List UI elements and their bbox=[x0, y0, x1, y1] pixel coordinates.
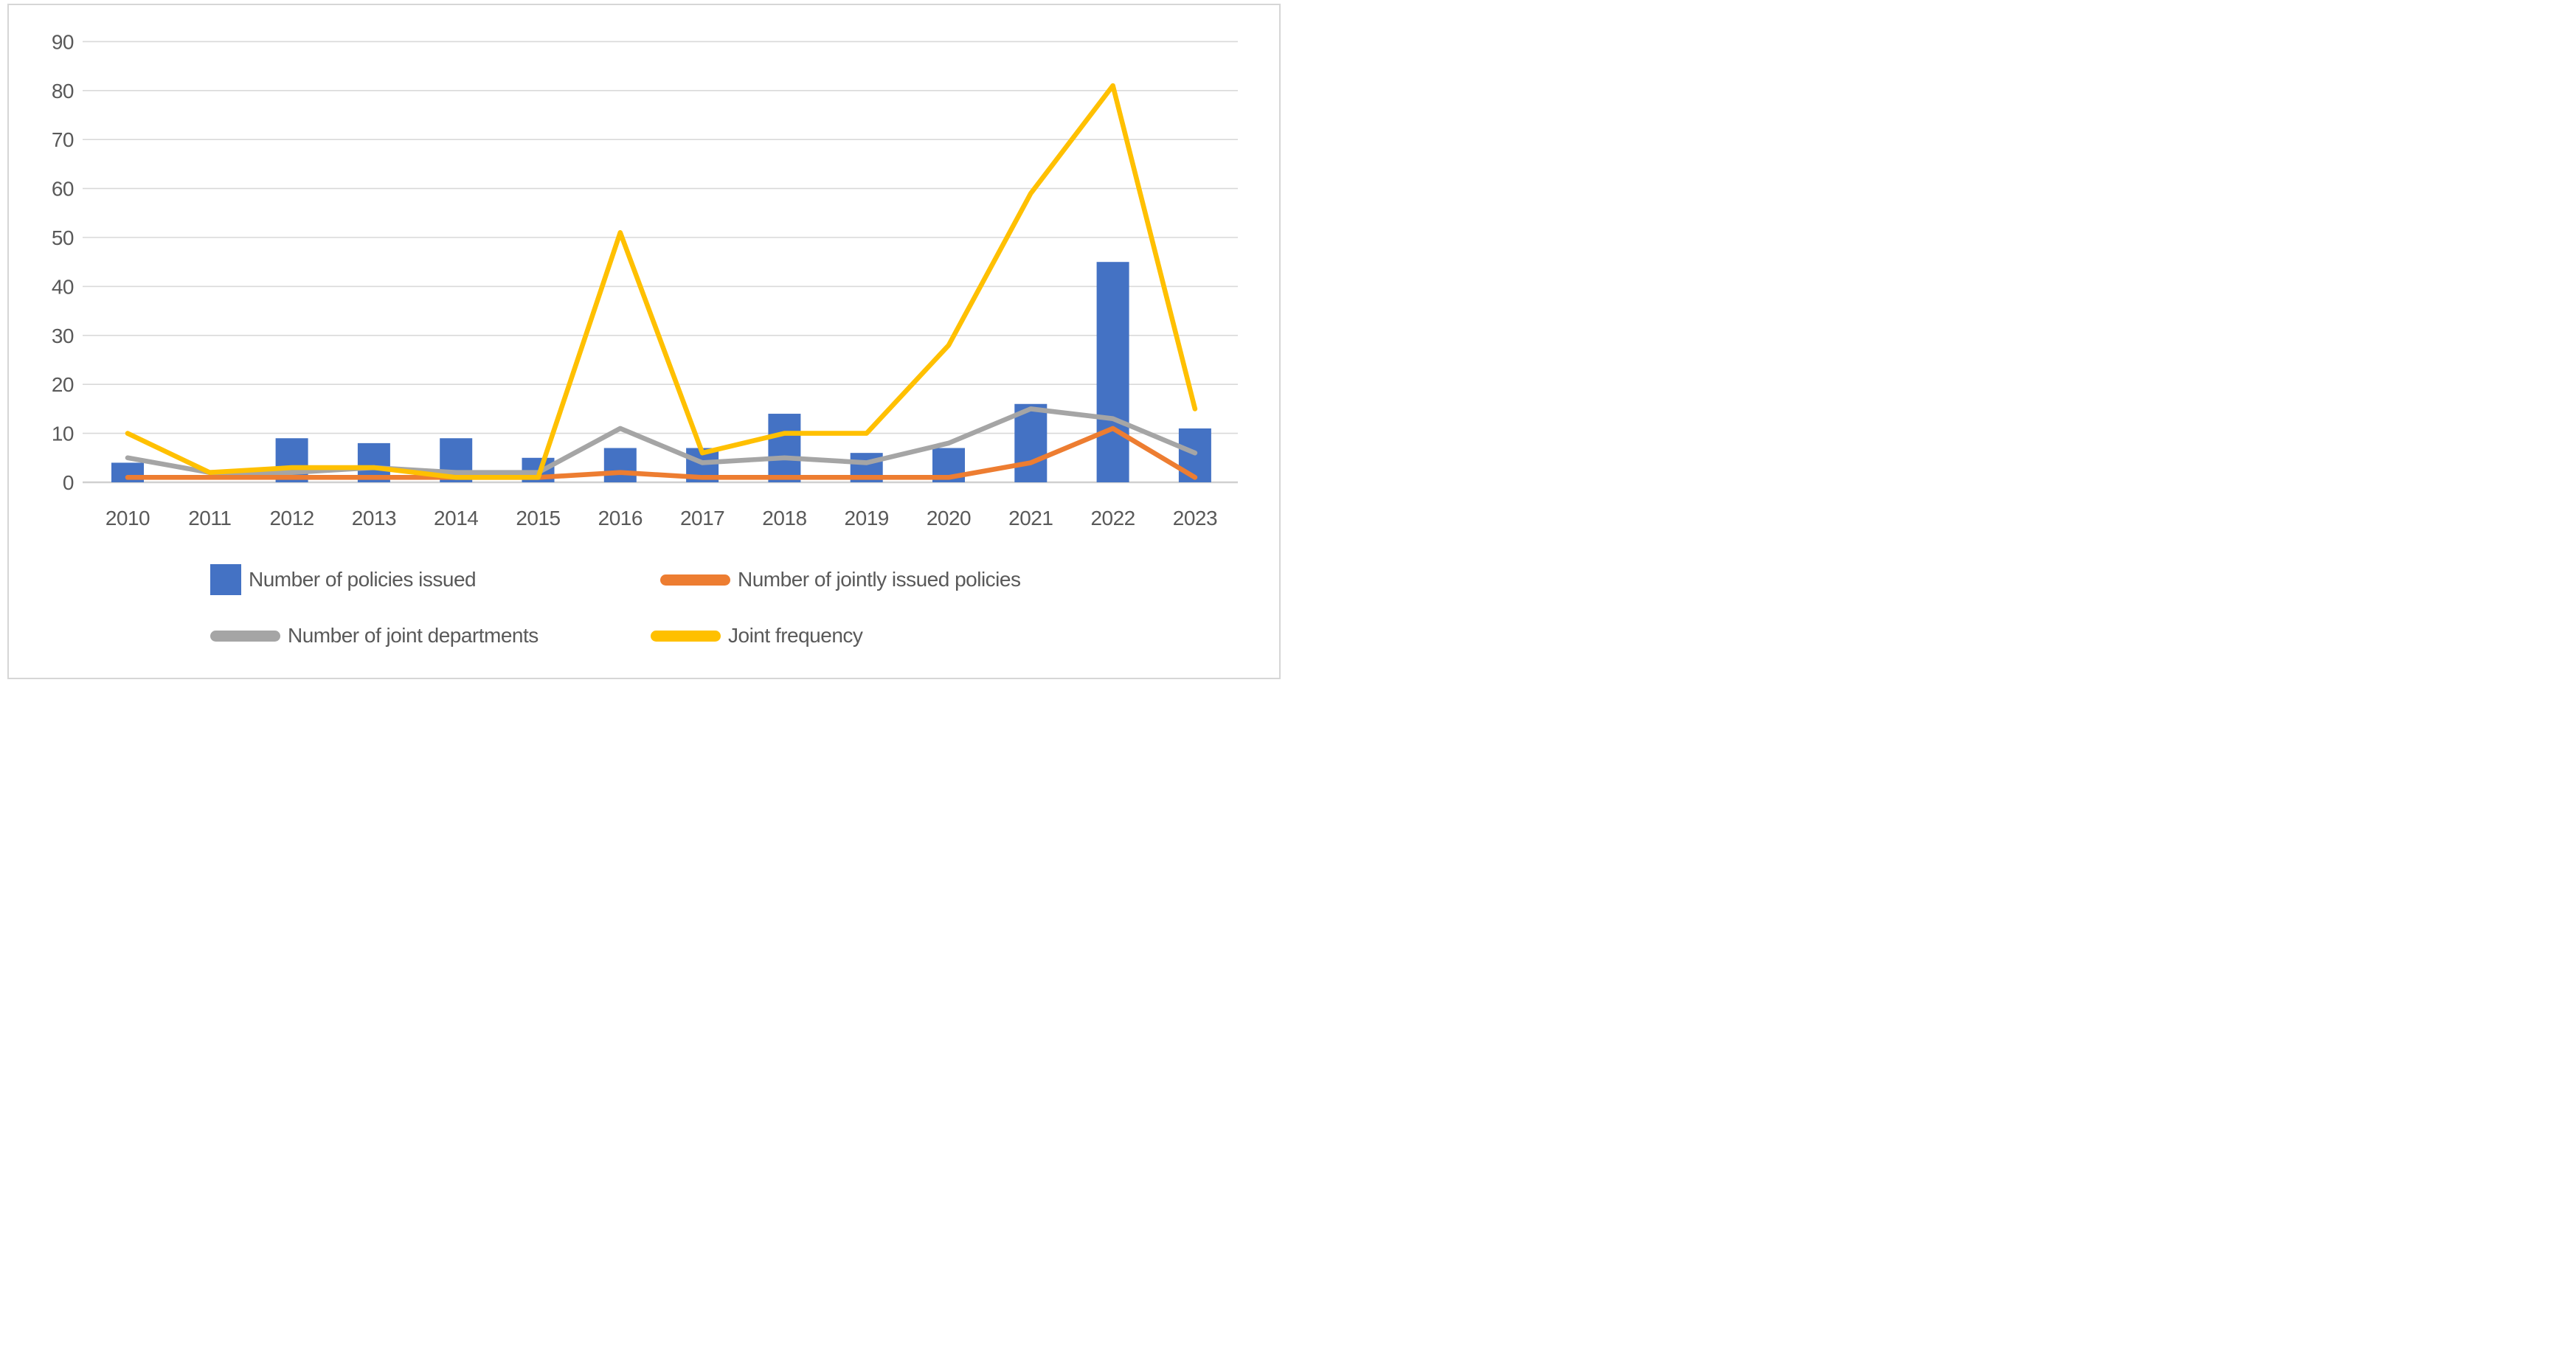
x-tick-label-2018: 2018 bbox=[762, 507, 806, 530]
y-tick-label-20: 20 bbox=[52, 373, 74, 396]
x-tick-label-2021: 2021 bbox=[1008, 507, 1053, 530]
legend-swatch-bar-blue bbox=[210, 564, 241, 595]
y-tick-label-30: 30 bbox=[52, 324, 74, 347]
legend-swatch-line-gray bbox=[210, 630, 280, 642]
legend-label: Number of policies issued bbox=[249, 568, 477, 591]
y-tick-label-60: 60 bbox=[52, 178, 74, 201]
y-tick-label-80: 80 bbox=[52, 80, 74, 103]
x-tick-label-2019: 2019 bbox=[845, 507, 889, 530]
combo-chart-figure: 0 10 20 30 40 50 60 70 80 90 2010 2011 2012 2013 2014 2… bbox=[0, 0, 1288, 684]
line-series-number-of-joint-departments bbox=[125, 406, 1198, 476]
legend-swatch-line-yellow bbox=[651, 630, 721, 642]
y-tick-label-70: 70 bbox=[52, 128, 74, 151]
y-tick-label-10: 10 bbox=[52, 423, 74, 445]
x-tick-label-2010: 2010 bbox=[105, 507, 150, 530]
line-series-number-of-jointly-issued-policies bbox=[125, 426, 1198, 480]
y-tick-label-90: 90 bbox=[52, 30, 74, 53]
legend-item-joint-frequency: Joint frequency bbox=[651, 619, 863, 652]
x-tick-label-2020: 2020 bbox=[927, 507, 971, 530]
bar-2021 bbox=[1014, 403, 1048, 482]
line-series-joint-frequency bbox=[125, 83, 1198, 480]
bar-2012 bbox=[275, 438, 308, 482]
x-tick-label-2022: 2022 bbox=[1090, 507, 1135, 530]
legend-label: Number of jointly issued policies bbox=[738, 568, 1021, 591]
x-tick-label-2017: 2017 bbox=[680, 507, 724, 530]
bar-2022 bbox=[1096, 262, 1129, 482]
chart-plot-area: 0 10 20 30 40 50 60 70 80 90 2010 2011 2012 2013 2014 2… bbox=[52, 30, 1238, 530]
bar-2023 bbox=[1178, 428, 1211, 482]
x-tick-label-2015: 2015 bbox=[516, 507, 560, 530]
legend-swatch-line-orange bbox=[660, 574, 730, 586]
x-tick-label-2023: 2023 bbox=[1173, 507, 1217, 530]
legend-label: Number of joint departments bbox=[288, 624, 539, 647]
x-tick-label-2013: 2013 bbox=[352, 507, 396, 530]
bar-2016 bbox=[603, 448, 637, 482]
bar-2018 bbox=[768, 414, 801, 482]
legend-item-policies-issued: Number of policies issued bbox=[210, 563, 477, 596]
y-tick-label-50: 50 bbox=[52, 226, 74, 249]
x-tick-label-2012: 2012 bbox=[269, 507, 314, 530]
legend-label: Joint frequency bbox=[728, 624, 863, 647]
legend-item-joint-departments: Number of joint departments bbox=[210, 619, 539, 652]
x-tick-label-2016: 2016 bbox=[598, 507, 643, 530]
y-tick-label-40: 40 bbox=[52, 275, 74, 298]
x-tick-label-2011: 2011 bbox=[188, 507, 231, 530]
x-tick-label-2014: 2014 bbox=[434, 507, 478, 530]
legend-item-jointly-issued-policies: Number of jointly issued policies bbox=[660, 563, 1021, 596]
y-tick-label-0: 0 bbox=[63, 471, 74, 494]
